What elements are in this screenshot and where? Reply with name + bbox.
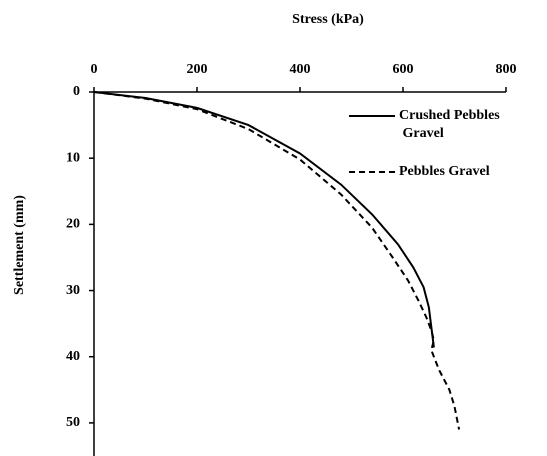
- y-tick-label: 20: [66, 217, 80, 232]
- y-tick-label: 50: [66, 415, 80, 430]
- x-tick-label: 200: [187, 62, 208, 77]
- y-axis-label: Settlement (mm): [12, 195, 27, 295]
- x-tick-label: 400: [290, 62, 311, 77]
- legend-label: Pebbles Gravel: [399, 164, 490, 179]
- x-tick-label: 600: [393, 62, 414, 77]
- x-axis-label: Stress (kPa): [292, 12, 364, 27]
- legend-label: Crushed Pebbles Gravel: [399, 108, 500, 141]
- series-line: [93, 91, 461, 430]
- x-tick-label: 800: [496, 62, 517, 77]
- x-tick-label: 0: [91, 62, 98, 77]
- y-tick-label: 0: [73, 84, 80, 99]
- y-tick-label: 30: [66, 283, 80, 298]
- y-tick-label: 40: [66, 349, 80, 364]
- y-tick-label: 10: [66, 150, 80, 165]
- series-line: [93, 91, 435, 348]
